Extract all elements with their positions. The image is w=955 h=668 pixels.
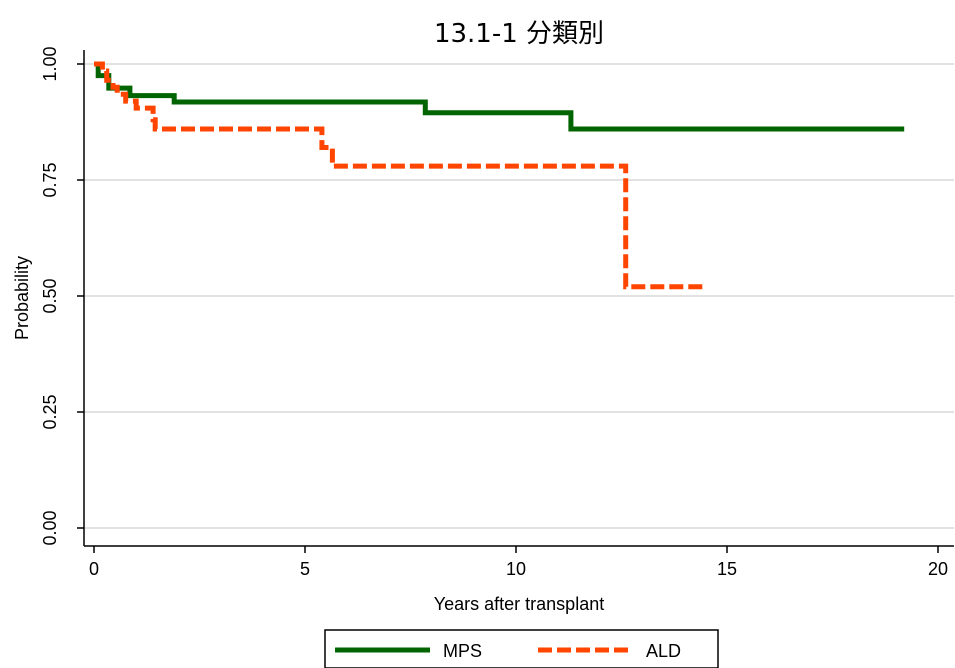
x-tick-label: 20 xyxy=(928,559,948,579)
series-line-ald xyxy=(94,61,706,290)
chart-title: 13.1-1 分類別 xyxy=(434,19,604,49)
legend-label-mps: MPS xyxy=(443,641,482,661)
legend-label-ald: ALD xyxy=(646,641,681,661)
grid-lines xyxy=(84,63,954,529)
x-axis-label: Years after transplant xyxy=(434,594,604,614)
x-axis-ticks: 0 5 10 15 20 xyxy=(89,546,948,579)
y-tick-label: 0.75 xyxy=(40,162,60,197)
y-tick-label: 0.00 xyxy=(40,510,60,545)
x-tick-label: 5 xyxy=(300,559,310,579)
axes xyxy=(83,50,954,547)
x-tick-label: 0 xyxy=(89,559,99,579)
y-tick-label: 1.00 xyxy=(40,46,60,81)
y-tick-label: 0.50 xyxy=(40,278,60,313)
plot-area xyxy=(84,50,954,546)
y-tick-label: 0.25 xyxy=(40,394,60,429)
y-axis-label: Probability xyxy=(12,256,32,340)
series-group xyxy=(94,61,905,290)
y-axis-ticks: 0.00 0.25 0.50 0.75 1.00 xyxy=(40,46,84,546)
x-tick-label: 10 xyxy=(506,559,526,579)
legend: MPS ALD xyxy=(324,629,719,668)
x-tick-label: 15 xyxy=(717,559,737,579)
series-line-mps xyxy=(94,61,905,132)
